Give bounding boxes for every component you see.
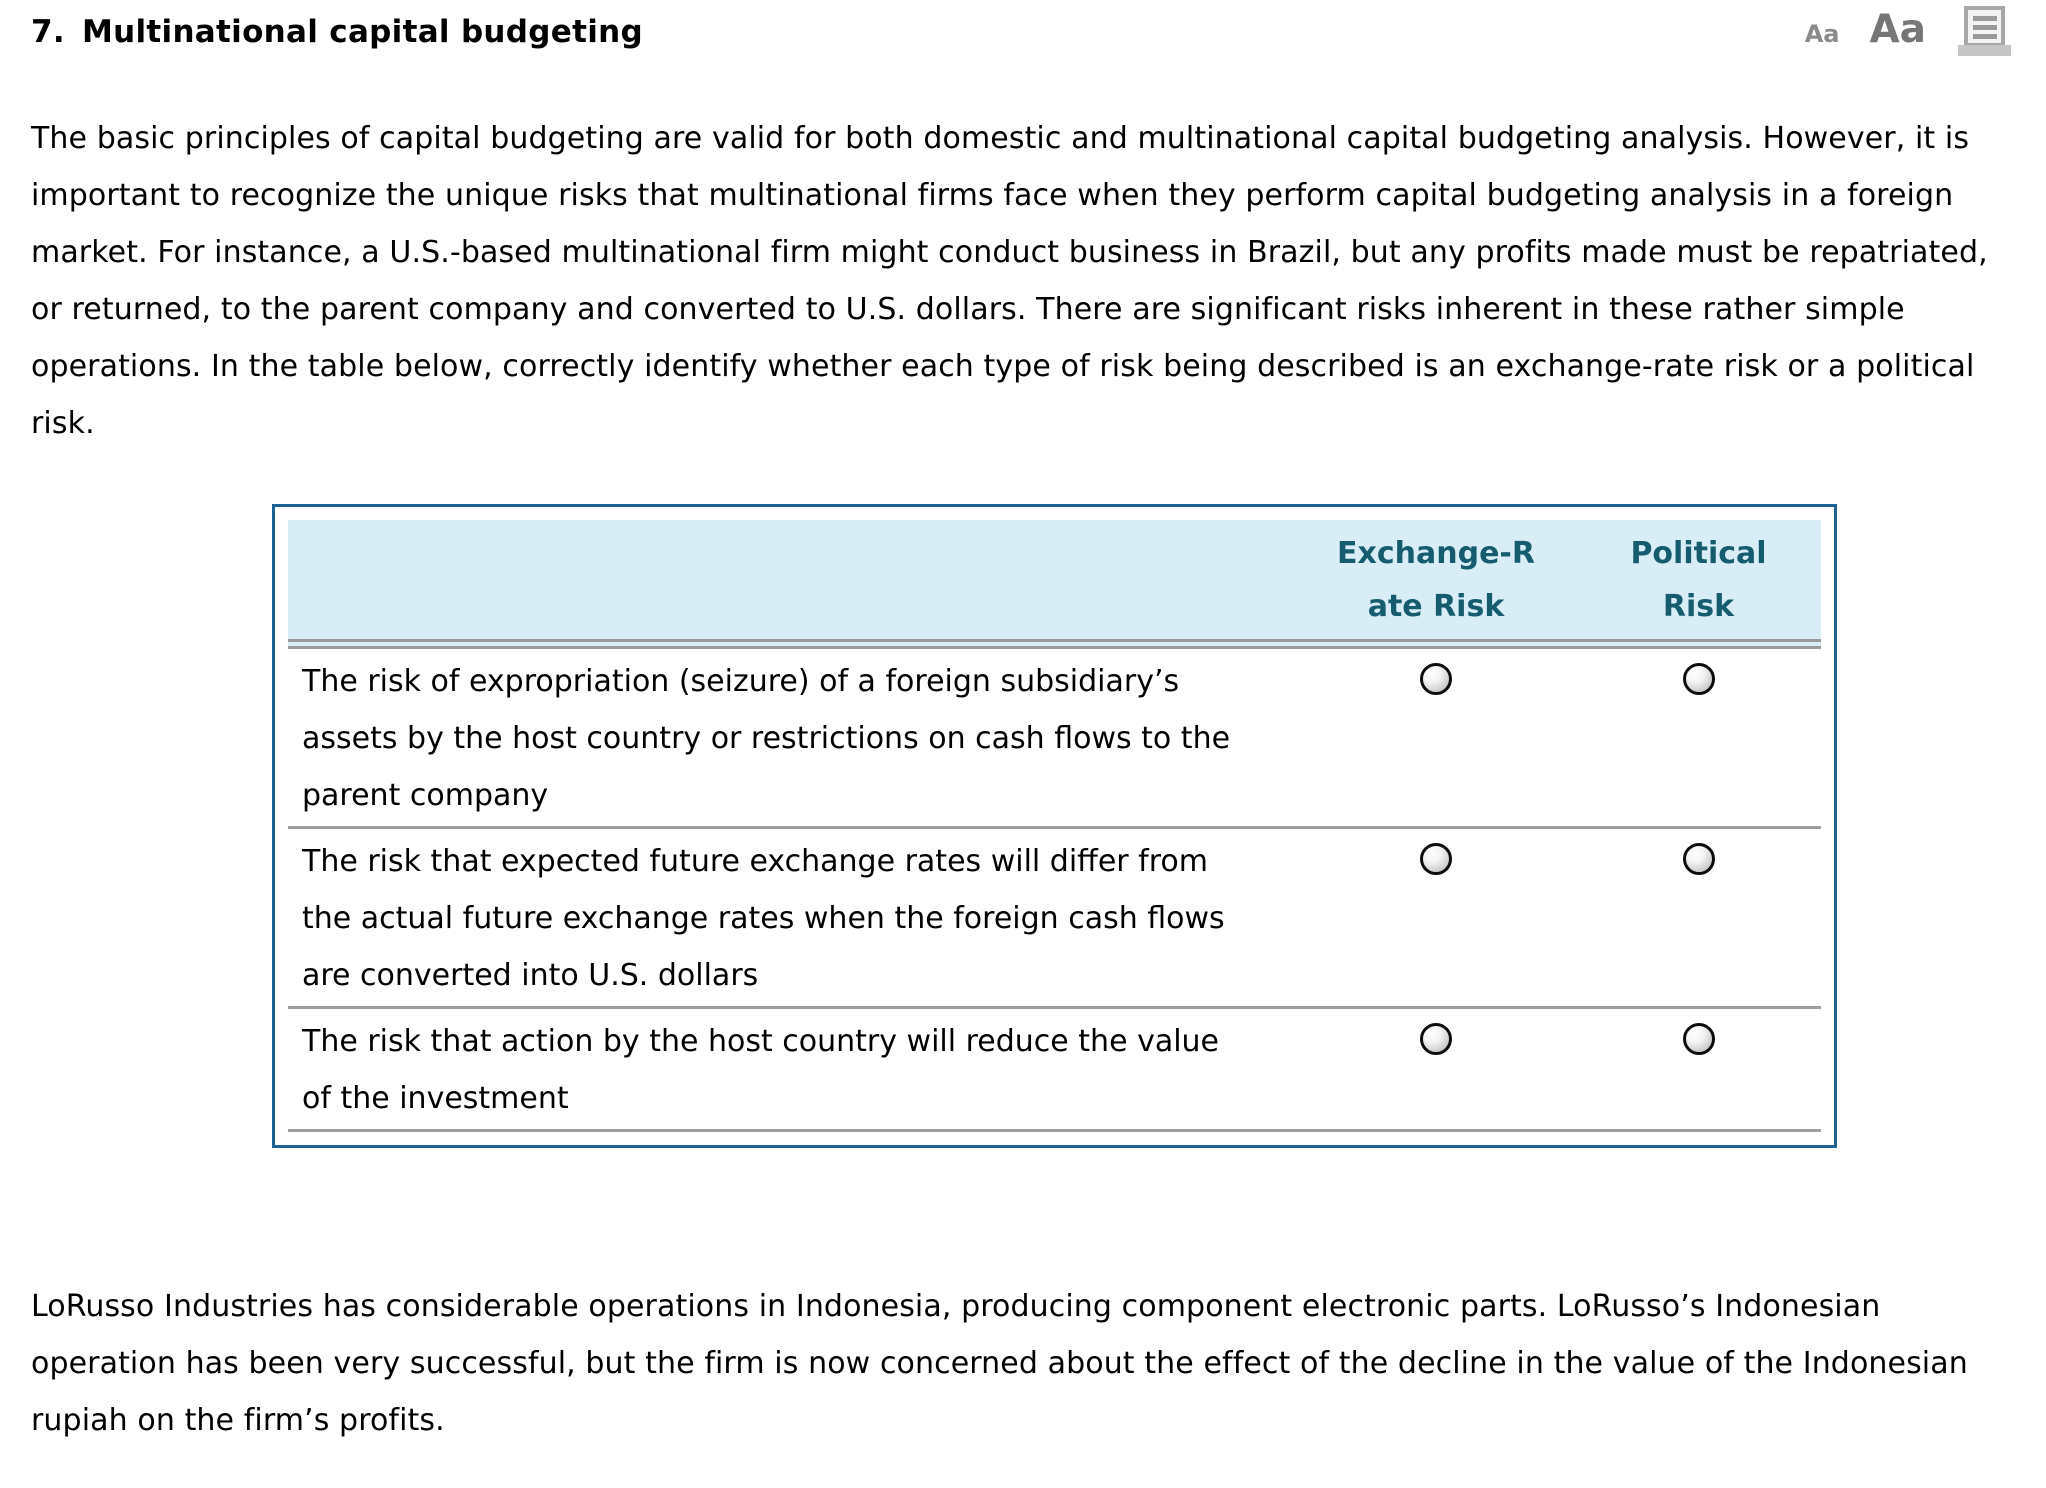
table-row: The risk of expropriation (seizure) of a…	[288, 649, 1821, 829]
radio-cell	[1576, 653, 1821, 824]
radio-row-1-exchange-rate-risk[interactable]	[1420, 663, 1452, 695]
radio-row-3-exchange-rate-risk[interactable]	[1420, 1023, 1452, 1055]
radio-row-2-political-risk[interactable]	[1682, 843, 1715, 875]
risk-table-header-row: Exchange-R ate Risk Political Risk	[288, 520, 1821, 649]
risk-description: The risk of expropriation (seizure) of a…	[302, 664, 1231, 813]
risk-table: Exchange-R ate Risk Political Risk The r…	[272, 504, 1837, 1148]
printer-icon	[1958, 6, 2011, 56]
outro-paragraph: LoRusso Industries has considerable oper…	[31, 1289, 1968, 1438]
question-title: 7. Multinational capital budgeting	[31, 12, 643, 50]
font-size-decrease-button[interactable]: Aa	[1804, 20, 1840, 48]
table-row: The risk that action by the host country…	[288, 1009, 1821, 1132]
font-size-increase-button[interactable]: Aa	[1869, 7, 1926, 52]
question-header: 7. Multinational capital budgeting Aa Aa	[31, 6, 2016, 70]
radio-row-1-political-risk[interactable]	[1682, 663, 1715, 695]
radio-row-3-political-risk[interactable]	[1682, 1023, 1715, 1055]
radio-cell	[1296, 653, 1576, 824]
question-number: 7.	[31, 14, 65, 50]
intro-paragraph: The basic principles of capital budgetin…	[31, 121, 1988, 441]
question-page: 7. Multinational capital budgeting Aa Aa …	[31, 6, 2016, 1438]
radio-cell	[1576, 1013, 1821, 1127]
radio-cell	[1576, 833, 1821, 1004]
print-button[interactable]	[1956, 6, 2012, 58]
column-header-exchange-rate-risk: Exchange-R ate Risk	[1337, 536, 1535, 624]
risk-description: The risk that expected future exchange r…	[302, 844, 1225, 993]
risk-description: The risk that action by the host country…	[302, 1024, 1220, 1116]
radio-cell	[1296, 1013, 1576, 1127]
radio-cell	[1296, 833, 1576, 1004]
question-title-text: Multinational capital budgeting	[81, 14, 644, 50]
table-row: The risk that expected future exchange r…	[288, 829, 1821, 1009]
column-header-political-risk: Political Risk	[1630, 536, 1767, 624]
radio-row-2-exchange-rate-risk[interactable]	[1420, 843, 1452, 875]
header-spacer-cell	[288, 527, 1296, 633]
display-controls: Aa Aa	[1804, 6, 2016, 62]
